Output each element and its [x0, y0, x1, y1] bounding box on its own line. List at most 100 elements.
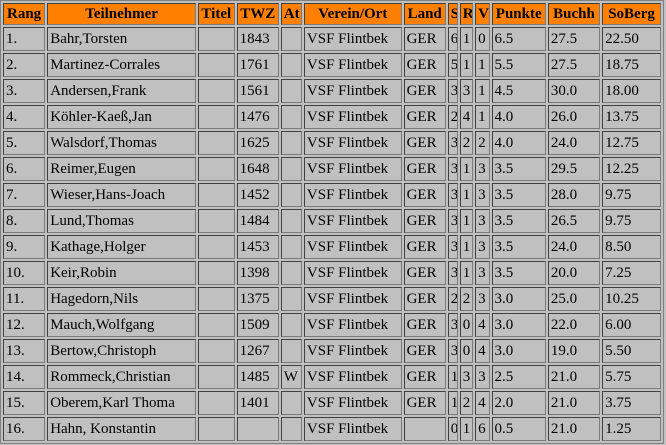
cell-titel	[197, 183, 235, 207]
cell-titel	[197, 105, 235, 129]
cell-v: 4	[475, 339, 490, 363]
cell-rang: 7.	[3, 183, 46, 207]
cell-rang: 5.	[3, 131, 46, 155]
cell-soberg: 10.25	[602, 287, 661, 311]
cell-rang: 8.	[3, 209, 46, 233]
cell-at	[280, 131, 302, 155]
cell-titel	[197, 261, 235, 285]
cell-buchh: 20.0	[547, 261, 601, 285]
cell-s: 3	[447, 79, 458, 103]
cell-buchh: 21.0	[547, 417, 601, 441]
cell-soberg: 18.75	[602, 53, 661, 77]
cell-twz: 1453	[236, 235, 279, 259]
cell-r: 0	[459, 313, 474, 337]
cell-buchh: 27.5	[547, 27, 601, 51]
cell-v: 4	[475, 313, 490, 337]
cell-rang: 15.	[3, 391, 46, 415]
cell-titel	[197, 287, 235, 311]
cell-punkte: 3.0	[491, 313, 546, 337]
cell-v: 4	[475, 391, 490, 415]
cell-twz: 1843	[236, 27, 279, 51]
cell-v: 6	[475, 417, 490, 441]
cell-v: 1	[475, 53, 490, 77]
cell-rang: 1.	[3, 27, 46, 51]
cell-teilnehmer: Keir,Robin	[47, 261, 196, 285]
cell-s: 2	[447, 287, 458, 311]
header-r: R	[459, 3, 474, 25]
cell-soberg: 22.50	[602, 27, 661, 51]
cell-s: 3	[447, 209, 458, 233]
cell-teilnehmer: Wieser,Hans-Joach	[47, 183, 196, 207]
cell-s: 3	[447, 235, 458, 259]
cell-buchh: 25.0	[547, 287, 601, 311]
cell-s: 3	[447, 183, 458, 207]
cell-buchh: 26.0	[547, 105, 601, 129]
cell-land: GER	[403, 209, 446, 233]
table-row: 8. Lund,Thomas 1484 VSF Flintbek GER 3 1 3 3.5 26…	[3, 209, 661, 233]
header-punkte: Punkte	[491, 3, 546, 25]
cell-rang: 4.	[3, 105, 46, 129]
cell-v: 3	[475, 183, 490, 207]
cell-verein: VSF Flintbek	[303, 209, 402, 233]
cell-punkte: 6.5	[491, 27, 546, 51]
cell-at	[280, 105, 302, 129]
table-row: 9. Kathage,Holger 1453 VSF Flintbek GER 3 1 3 3.…	[3, 235, 661, 259]
cell-v: 3	[475, 235, 490, 259]
cell-r: 1	[459, 209, 474, 233]
cell-buchh: 19.0	[547, 339, 601, 363]
header-at: At	[280, 3, 302, 25]
cell-punkte: 2.0	[491, 391, 546, 415]
cell-at	[280, 261, 302, 285]
cell-verein: VSF Flintbek	[303, 235, 402, 259]
header-twz: TWZ	[236, 3, 279, 25]
cell-r: 1	[459, 417, 474, 441]
cell-teilnehmer: Andersen,Frank	[47, 79, 196, 103]
cell-r: 1	[459, 53, 474, 77]
table-row: 1. Bahr,Torsten 1843 VSF Flintbek GER 6 1 0 6.5 2…	[3, 27, 661, 51]
cell-at	[280, 27, 302, 51]
cell-r: 3	[459, 79, 474, 103]
cell-buchh: 21.0	[547, 365, 601, 389]
cell-teilnehmer: Oberem,Karl Thoma	[47, 391, 196, 415]
cell-buchh: 29.5	[547, 157, 601, 181]
cell-at	[280, 157, 302, 181]
cell-rang: 2.	[3, 53, 46, 77]
cell-teilnehmer: Mauch,Wolfgang	[47, 313, 196, 337]
table-row: 11. Hagedorn,Nils 1375 VSF Flintbek GER 2 2 3 3.…	[3, 287, 661, 311]
cell-soberg: 6.00	[602, 313, 661, 337]
cell-titel	[197, 209, 235, 233]
table-row: 16. Hahn, Konstantin VSF Flintbek 0 1 6 0.5 21.…	[3, 417, 661, 441]
cell-punkte: 4.0	[491, 131, 546, 155]
header-rang: Rang	[3, 3, 46, 25]
cell-at	[280, 339, 302, 363]
header-row: RangTeilnehmerTitelTWZAtVerein/OrtLandSR…	[3, 3, 661, 25]
cell-s: 2	[447, 105, 458, 129]
cell-twz: 1561	[236, 79, 279, 103]
cell-buchh: 28.0	[547, 183, 601, 207]
table-row: 13. Bertow,Christoph 1267 VSF Flintbek GER 3 0…	[3, 339, 661, 363]
cell-verein: VSF Flintbek	[303, 391, 402, 415]
cell-land: GER	[403, 235, 446, 259]
table-row: 12. Mauch,Wolfgang 1509 VSF Flintbek GER 3 0 4 3…	[3, 313, 661, 337]
cell-rang: 12.	[3, 313, 46, 337]
cell-at	[280, 183, 302, 207]
cell-r: 2	[459, 131, 474, 155]
cell-punkte: 2.5	[491, 365, 546, 389]
cell-v: 1	[475, 79, 490, 103]
cell-soberg: 5.50	[602, 339, 661, 363]
table-row: 5. Walsdorf,Thomas 1625 VSF Flintbek GER 3 2 2 4…	[3, 131, 661, 155]
cell-verein: VSF Flintbek	[303, 131, 402, 155]
cell-s: 1	[447, 365, 458, 389]
header-soberg: SoBerg	[602, 3, 661, 25]
cell-land: GER	[403, 261, 446, 285]
cell-at	[280, 417, 302, 441]
cell-s: 3	[447, 313, 458, 337]
header-teilnehmer: Teilnehmer	[47, 3, 196, 25]
cell-rang: 13.	[3, 339, 46, 363]
cell-v: 1	[475, 105, 490, 129]
cell-v: 3	[475, 209, 490, 233]
cell-soberg: 9.75	[602, 183, 661, 207]
cell-s: 0	[447, 417, 458, 441]
cell-r: 0	[459, 339, 474, 363]
